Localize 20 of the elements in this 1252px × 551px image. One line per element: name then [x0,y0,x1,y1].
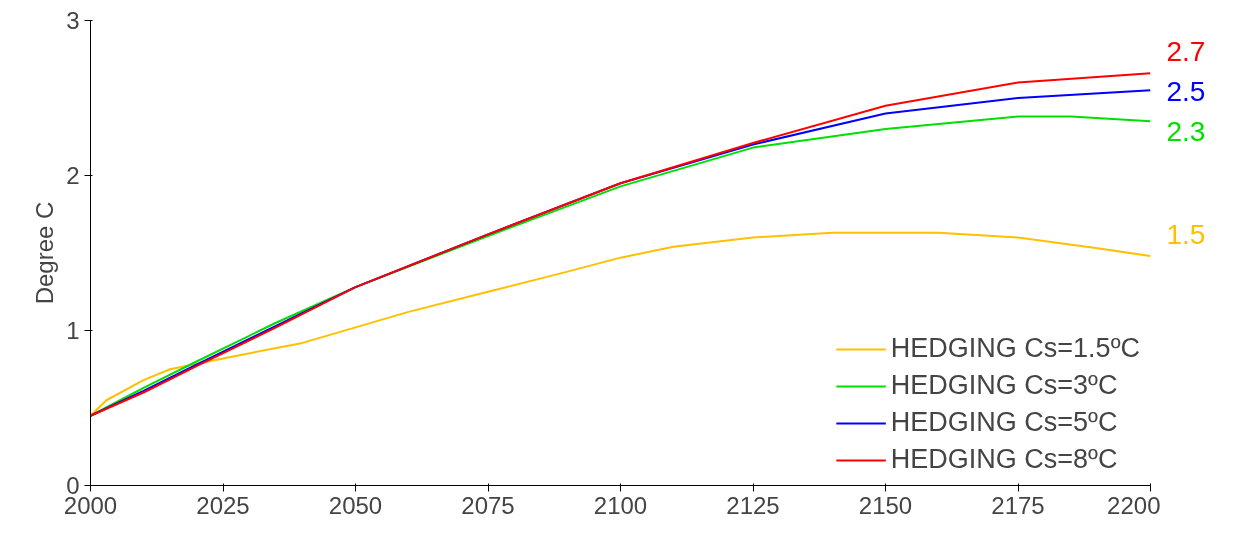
x-tick-label: 2175 [991,491,1045,519]
x-tick-label: 2025 [196,491,250,519]
x-tick-label: 2125 [726,491,780,519]
legend-label: HEDGING Cs=1.5ºC [890,333,1140,364]
y-tick-label: 3 [66,7,80,34]
x-tick-label: 2050 [328,491,383,519]
x-tick-label: 2150 [858,491,913,519]
y-tick-label: 1 [66,317,80,344]
x-tick-label: 2100 [593,491,648,519]
text: 2.5 [1166,75,1206,107]
legend-label: HEDGING Cs=8ºC [890,444,1118,475]
text: 1.5 [1166,218,1206,250]
text: 2.7 [1166,35,1206,67]
legend-label: HEDGING Cs=3ºC [890,370,1118,401]
legend-label: HEDGING Cs=5ºC [890,407,1118,438]
y-axis-title: Degree C [31,201,59,305]
text: 2.3 [1166,115,1206,147]
x-tick-label: 2075 [461,491,515,519]
x-tick-label: 2200 [1107,491,1161,519]
y-tick-label: 2 [66,162,80,189]
